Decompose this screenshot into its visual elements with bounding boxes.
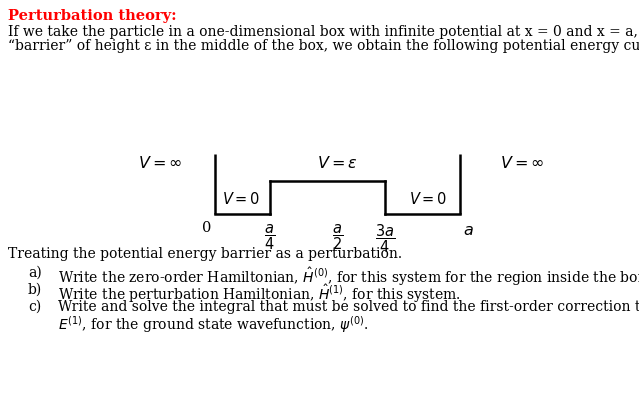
Text: $\dfrac{3a}{4}$: $\dfrac{3a}{4}$ xyxy=(375,222,395,254)
Text: 0: 0 xyxy=(203,221,212,235)
Text: “barrier” of height ε in the middle of the box, we obtain the following potentia: “barrier” of height ε in the middle of t… xyxy=(8,39,639,53)
Text: b): b) xyxy=(28,283,42,297)
Text: a): a) xyxy=(28,266,42,280)
Text: $V = \varepsilon$: $V = \varepsilon$ xyxy=(317,155,358,171)
Text: $V = 0$: $V = 0$ xyxy=(222,191,260,207)
Text: If we take the particle in a one-dimensional box with infinite potential at x = : If we take the particle in a one-dimensi… xyxy=(8,25,639,39)
Text: Perturbation theory:: Perturbation theory: xyxy=(8,9,176,23)
Text: $V = 0$: $V = 0$ xyxy=(409,191,447,207)
Text: Write the zero-order Hamiltonian, $\hat{H}^{(0)}$, for this system for the regio: Write the zero-order Hamiltonian, $\hat{… xyxy=(58,266,639,288)
Text: $a$: $a$ xyxy=(463,222,473,239)
Text: $V = \infty$: $V = \infty$ xyxy=(138,155,182,171)
Text: c): c) xyxy=(28,300,42,314)
Text: $V = \infty$: $V = \infty$ xyxy=(500,155,544,171)
Text: $E^{(1)}$, for the ground state wavefunction, $\psi^{(0)}$.: $E^{(1)}$, for the ground state wavefunc… xyxy=(58,314,369,335)
Text: Write and solve the integral that must be solved to find the first-order correct: Write and solve the integral that must b… xyxy=(58,300,639,314)
Text: $\dfrac{a}{4}$: $\dfrac{a}{4}$ xyxy=(265,222,275,252)
Text: $\dfrac{a}{2}$: $\dfrac{a}{2}$ xyxy=(332,222,343,252)
Text: Treating the potential energy barrier as a perturbation.: Treating the potential energy barrier as… xyxy=(8,247,402,261)
Text: Write the perturbation Hamiltonian, $\hat{H}^{(1)}$, for this system.: Write the perturbation Hamiltonian, $\ha… xyxy=(58,283,461,305)
